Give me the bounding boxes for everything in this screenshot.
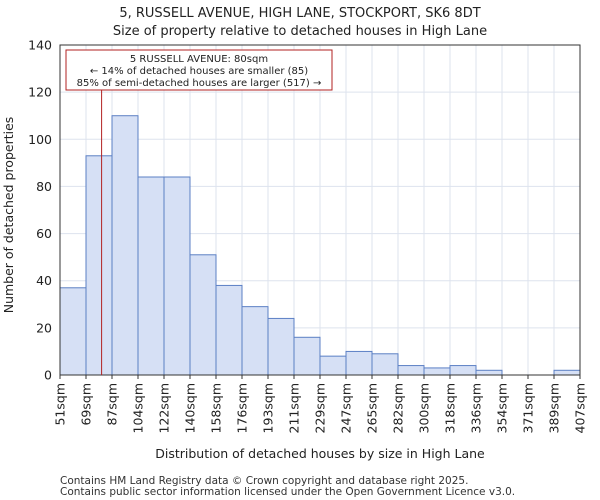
bar-122sqm [163, 176, 191, 376]
x-tick-label: 51sqm [53, 383, 68, 426]
bar-69sqm [85, 155, 113, 376]
y-tick-label: 120 [28, 85, 52, 100]
chart-title-line1: 5, RUSSELL AVENUE, HIGH LANE, STOCKPORT,… [119, 6, 480, 21]
y-tick-label: 100 [28, 132, 52, 147]
x-tick-label: 318sqm [443, 383, 458, 433]
bar-51sqm [59, 287, 87, 376]
bar-229sqm [319, 355, 347, 376]
x-tick-label: 247sqm [339, 383, 354, 433]
y-tick-label: 0 [44, 368, 52, 383]
x-tick-label: 389sqm [547, 383, 562, 433]
bar-193sqm [267, 317, 295, 376]
y-tick-label: 60 [36, 226, 52, 241]
bar-104sqm [137, 176, 165, 376]
y-tick-label: 40 [36, 273, 52, 288]
bar-247sqm [345, 350, 373, 376]
chart-title-line2: Size of property relative to detached ho… [113, 24, 487, 39]
annotation-line3: 85% of semi-detached houses are larger (… [77, 78, 322, 89]
x-tick-label: 176sqm [235, 383, 250, 433]
x-tick-label: 354sqm [495, 383, 510, 433]
y-tick-label: 80 [36, 179, 52, 194]
bar-158sqm [215, 284, 243, 376]
x-tick-label: 87sqm [105, 383, 120, 426]
bar-318sqm [449, 365, 477, 376]
x-tick-label: 211sqm [287, 383, 302, 433]
bar-140sqm [189, 254, 217, 376]
x-tick-label: 265sqm [365, 383, 380, 433]
bar-265sqm [371, 353, 399, 376]
x-tick-label: 104sqm [131, 383, 146, 433]
y-tick-label: 140 [28, 38, 52, 53]
x-tick-label: 122sqm [157, 383, 172, 433]
x-tick-label: 229sqm [313, 383, 328, 433]
annotation-box: 5 RUSSELL AVENUE: 80sqm ← 14% of detache… [65, 49, 333, 91]
bar-300sqm [423, 367, 451, 376]
annotation-line1: 5 RUSSELL AVENUE: 80sqm [130, 54, 268, 65]
bar-282sqm [397, 365, 425, 376]
x-tick-label: 193sqm [261, 383, 276, 433]
bar-336sqm [475, 369, 503, 376]
bar-389sqm [553, 369, 581, 376]
y-axis-ticks: 0 20 40 60 80 100 120 140 [28, 38, 52, 383]
y-axis-label: Number of detached properties [1, 117, 16, 314]
bar-211sqm [293, 336, 321, 376]
x-tick-label: 282sqm [391, 383, 406, 433]
x-tick-label: 336sqm [469, 383, 484, 433]
annotation-line2: ← 14% of detached houses are smaller (85… [90, 66, 308, 77]
bar-176sqm [241, 306, 269, 376]
footer-line2: Contains public sector information licen… [60, 486, 515, 498]
bars-group [59, 115, 581, 376]
annotation-border [65, 49, 333, 91]
y-tick-label: 20 [36, 320, 52, 335]
x-tick-label: 407sqm [573, 383, 588, 433]
x-tick-label: 371sqm [521, 383, 536, 433]
x-tick-label: 69sqm [79, 383, 94, 426]
x-tick-label: 140sqm [183, 383, 198, 433]
plot-frame [59, 44, 581, 376]
x-tick-label: 158sqm [209, 383, 224, 433]
x-axis-ticks: 51sqm 69sqm 87sqm 104sqm 122sqm 140sqm 158sqm 1… [53, 375, 588, 433]
bar-87sqm [111, 115, 139, 376]
footer-line1: Contains HM Land Registry data © Crown c… [60, 475, 468, 487]
x-tick-label: 300sqm [417, 383, 432, 433]
x-axis-label: Distribution of detached houses by size … [155, 446, 485, 461]
